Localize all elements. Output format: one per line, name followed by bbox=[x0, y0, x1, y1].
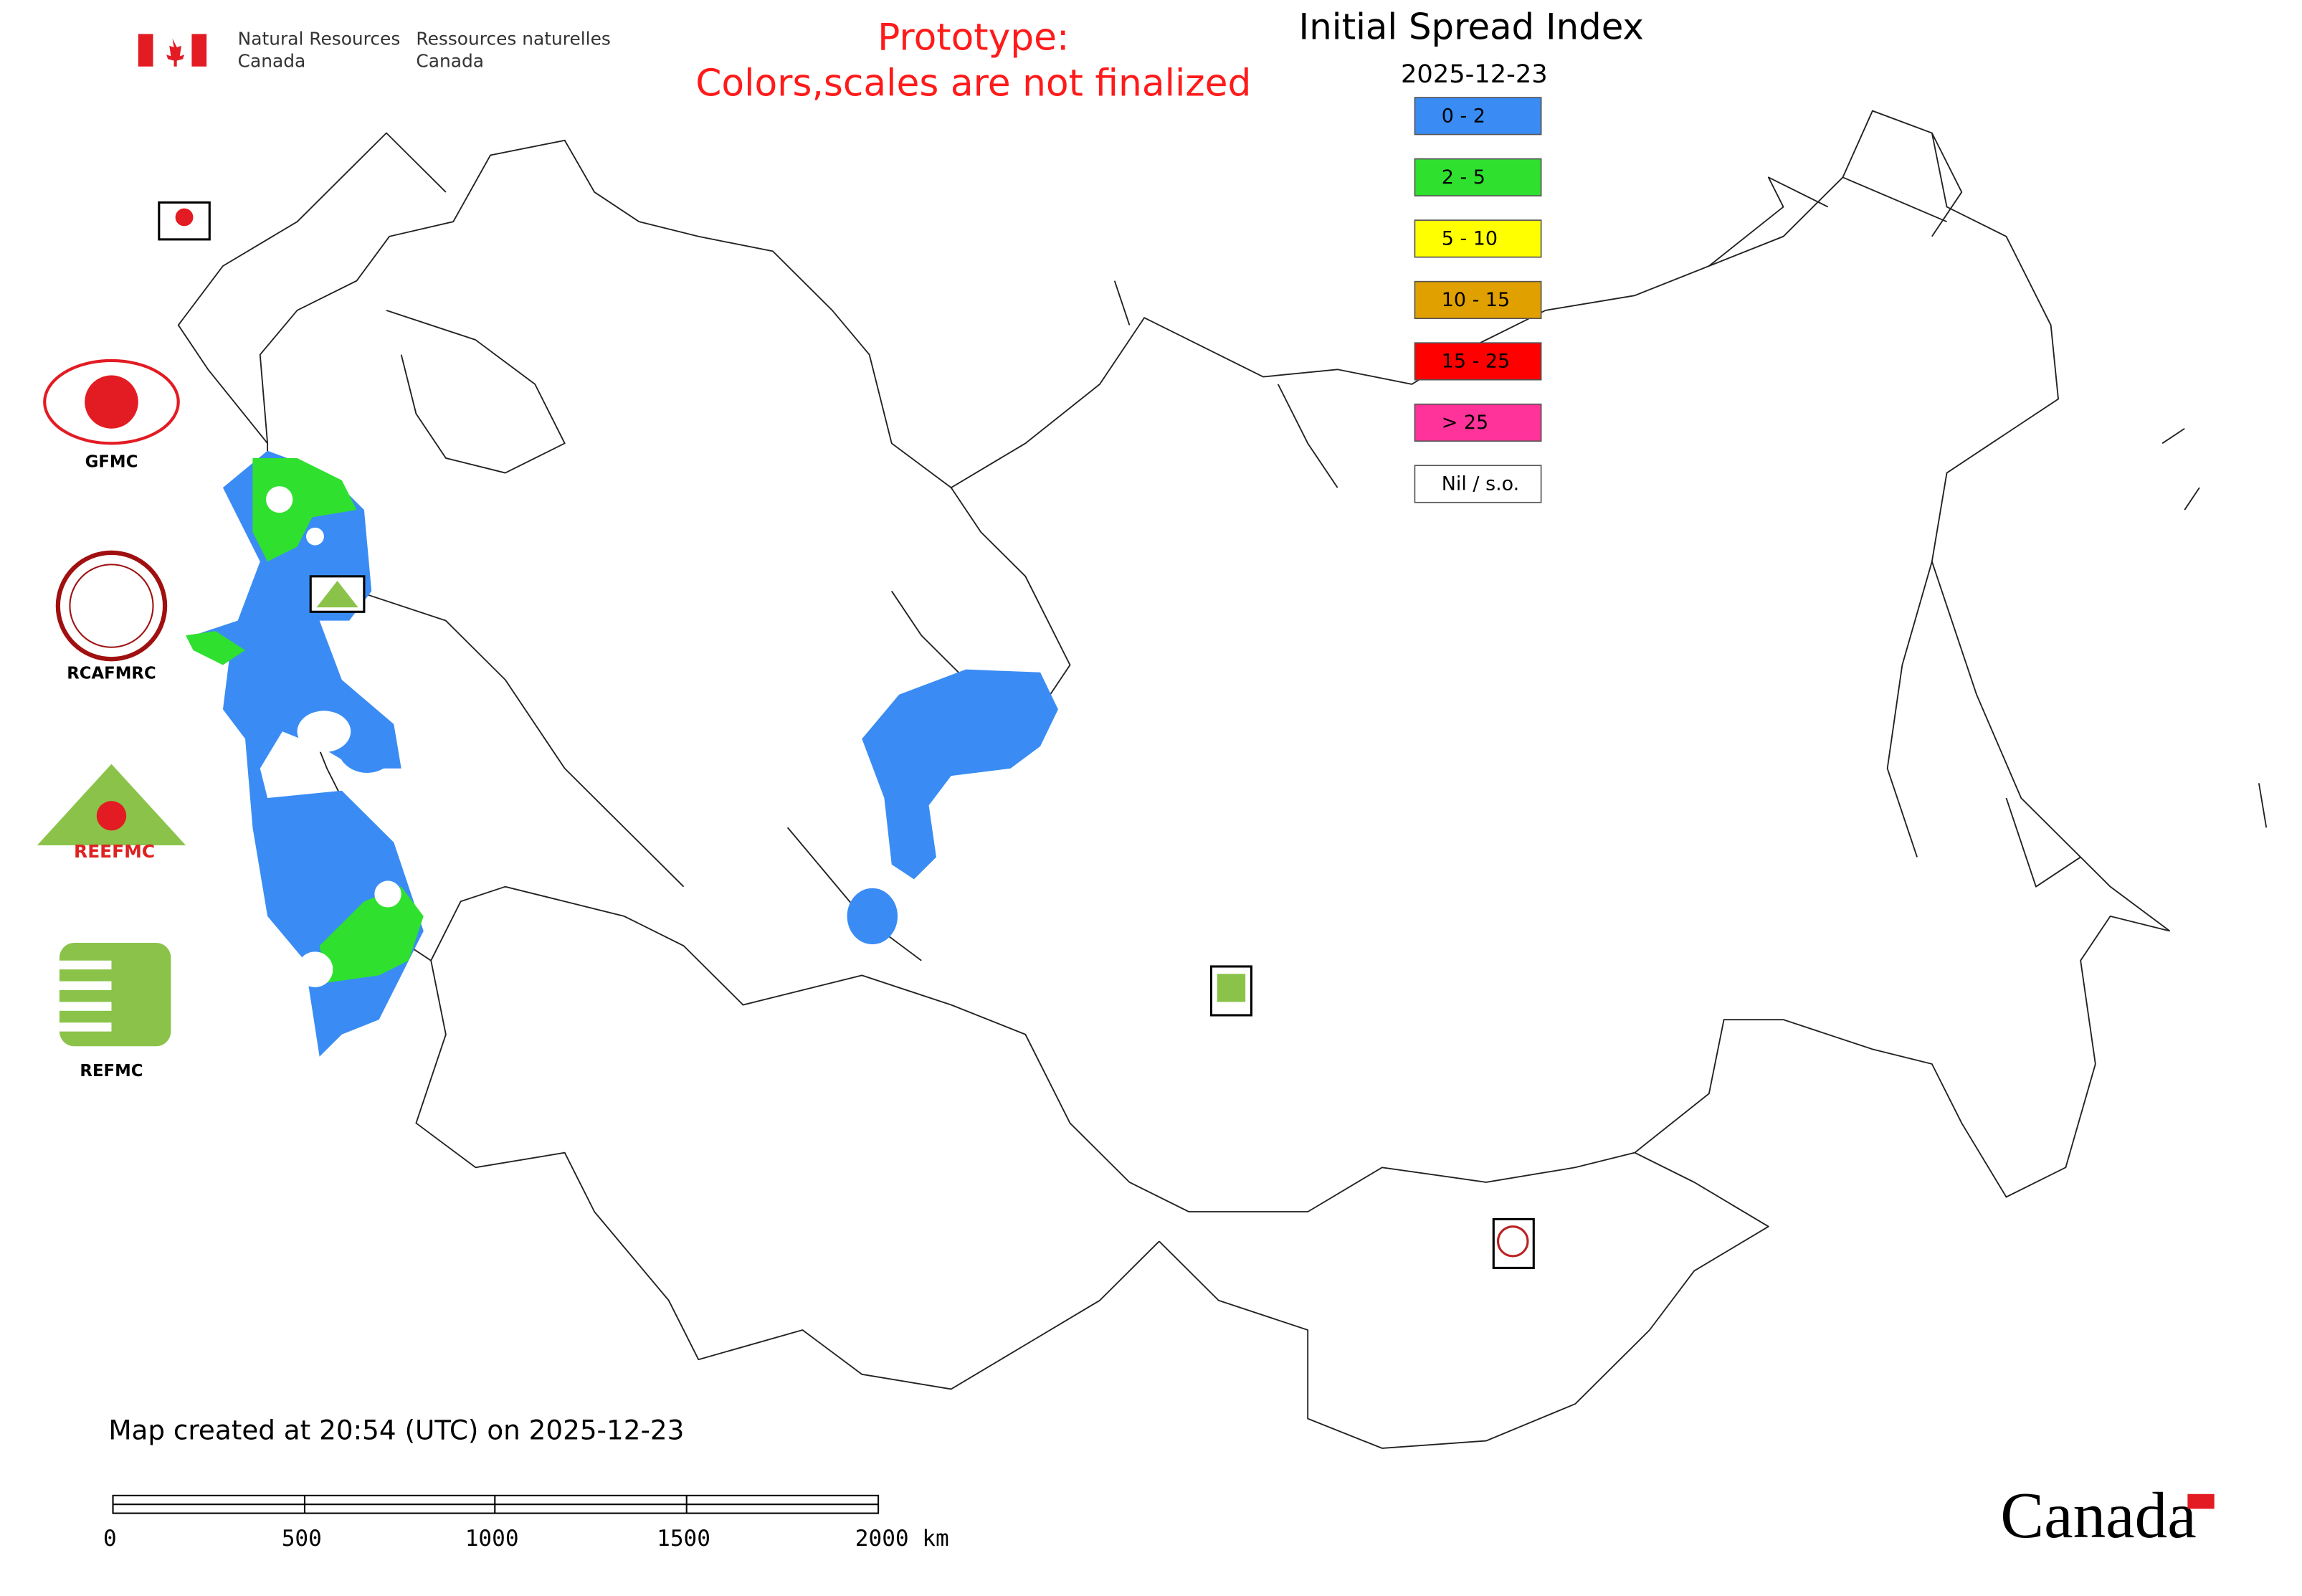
center-markers bbox=[158, 201, 1535, 1269]
scale-bar bbox=[112, 1494, 880, 1514]
scale-label: 1000 bbox=[465, 1526, 519, 1552]
wordmark-flag bbox=[2187, 1493, 2215, 1509]
logo-icons bbox=[37, 358, 186, 1047]
dept-fr-2: Canada bbox=[416, 51, 484, 72]
logo-label: REEFMC bbox=[74, 841, 155, 862]
legend-label: 2 - 5 bbox=[1442, 166, 1485, 189]
area-moderate bbox=[252, 457, 357, 562]
legend-swatch bbox=[1414, 158, 1542, 196]
logo-label: REFMC bbox=[80, 1062, 143, 1080]
notice-line-1: Prototype: bbox=[877, 16, 1069, 60]
legend-swatch bbox=[1414, 280, 1542, 319]
flag bbox=[138, 34, 207, 67]
legend-title: Initial Spread Index bbox=[1299, 6, 1644, 48]
dept-fr-1: Ressources naturelles bbox=[416, 29, 610, 49]
legend-label: 15 - 25 bbox=[1442, 351, 1510, 373]
legend-swatch bbox=[1414, 97, 1542, 136]
area-low bbox=[337, 719, 397, 773]
legend-swatch bbox=[1414, 403, 1542, 442]
legend-items: 0 - 2 2 - 5 5 - 10 10 - 15 15 - 25 > 25 Nil / … bbox=[1414, 97, 1542, 503]
area-low bbox=[862, 669, 1058, 880]
legend-label: 10 - 15 bbox=[1442, 289, 1510, 311]
area-moderate bbox=[186, 631, 246, 665]
legend-label: 5 - 10 bbox=[1442, 227, 1498, 250]
area-moderate bbox=[319, 886, 424, 983]
scale-label: 0 bbox=[103, 1526, 117, 1552]
legend-date: 2025-12-23 bbox=[1401, 60, 1548, 89]
legend-swatch bbox=[1414, 342, 1542, 381]
canada-wordmark: Canada bbox=[2000, 1479, 2196, 1552]
legend-label: 0 - 2 bbox=[1442, 105, 1485, 127]
created-note: Map created at 20:54 (UTC) on 2025-12-23 bbox=[108, 1415, 684, 1446]
legend-label: Nil / s.o. bbox=[1442, 473, 1519, 495]
area-low bbox=[847, 888, 898, 945]
scale-label: 500 bbox=[282, 1526, 322, 1552]
legend-swatch bbox=[1414, 219, 1542, 258]
dept-en-1: Natural Resources bbox=[238, 29, 401, 49]
logo-label: RCAFMRC bbox=[67, 664, 156, 683]
legend-swatch bbox=[1414, 465, 1542, 503]
scale-labels: 0 500 1000 1500 2000 km bbox=[103, 1526, 949, 1552]
land-outlines bbox=[177, 110, 2268, 1449]
notice-line-2: Colors,scales are not finalized bbox=[695, 62, 1251, 105]
dept-en-2: Canada bbox=[238, 51, 306, 72]
scale-label: 2000 km bbox=[855, 1526, 949, 1552]
index-areas bbox=[186, 450, 1058, 1057]
scale-label: 1500 bbox=[657, 1526, 710, 1552]
legend-label: > 25 bbox=[1442, 412, 1488, 434]
logo-label: GFMC bbox=[85, 453, 138, 472]
